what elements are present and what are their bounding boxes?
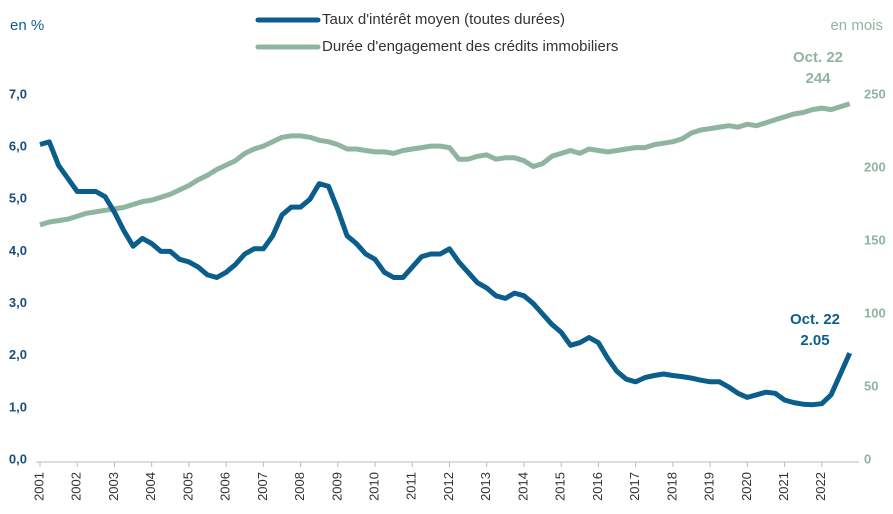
y-tick-label: 6,0	[9, 139, 27, 154]
x-tick-label: 2010	[366, 472, 381, 501]
x-tick-label: 2001	[31, 472, 46, 501]
series-line	[39, 139, 852, 408]
x-tick-label: 2002	[69, 472, 84, 501]
y2-tick-label: 0	[864, 451, 871, 466]
annotation-date: Oct. 22	[793, 49, 843, 66]
y2-tick-label: 50	[864, 378, 878, 393]
x-tick-label: 2016	[590, 472, 605, 501]
y2-tick-label: 200	[864, 159, 886, 174]
y2-tick-label: 100	[864, 305, 886, 320]
y-tick-label: 2,0	[9, 347, 27, 362]
x-tick-label: 2020	[739, 472, 754, 501]
x-tick-label: 2019	[702, 472, 717, 501]
y-tick-label: 0,0	[9, 451, 27, 466]
x-tick-label: 2005	[180, 472, 195, 501]
y2-axis-label: en mois	[830, 17, 883, 34]
x-tick-label: 2012	[441, 472, 456, 501]
y-axis-label: en %	[10, 17, 44, 34]
x-tick-label: 2017	[627, 472, 642, 501]
x-tick-label: 2009	[329, 472, 344, 501]
annotation-value: 2.05	[800, 332, 829, 349]
y2-tick-label: 250	[864, 86, 886, 101]
x-tick-label: 2013	[478, 472, 493, 501]
x-tick-label: 2018	[664, 472, 679, 501]
y2-tick-label: 150	[864, 232, 886, 247]
y-tick-label: 7,0	[9, 86, 27, 101]
y-tick-label: 4,0	[9, 243, 27, 258]
y-tick-label: 5,0	[9, 191, 27, 206]
x-tick-label: 2006	[218, 472, 233, 501]
y-tick-label: 1,0	[9, 399, 27, 414]
x-tick-label: 2021	[776, 472, 791, 501]
x-tick-label: 2007	[255, 472, 270, 501]
annotation-value: 244	[805, 70, 831, 87]
annotation-date: Oct. 22	[790, 311, 840, 328]
x-tick-label: 2004	[143, 472, 158, 501]
x-tick-label: 2022	[813, 472, 828, 501]
legend-label: Durée d'engagement des crédits immobilie…	[322, 38, 618, 55]
legend-label: Taux d'intérêt moyen (toutes durées)	[322, 11, 565, 28]
y-tick-label: 3,0	[9, 295, 27, 310]
x-tick-label: 2011	[404, 472, 419, 500]
x-tick-label: 2003	[106, 472, 121, 501]
series-line	[39, 101, 851, 228]
x-tick-label: 2014	[515, 472, 530, 501]
x-tick-label: 2008	[292, 472, 307, 501]
x-tick-label: 2015	[553, 472, 568, 501]
